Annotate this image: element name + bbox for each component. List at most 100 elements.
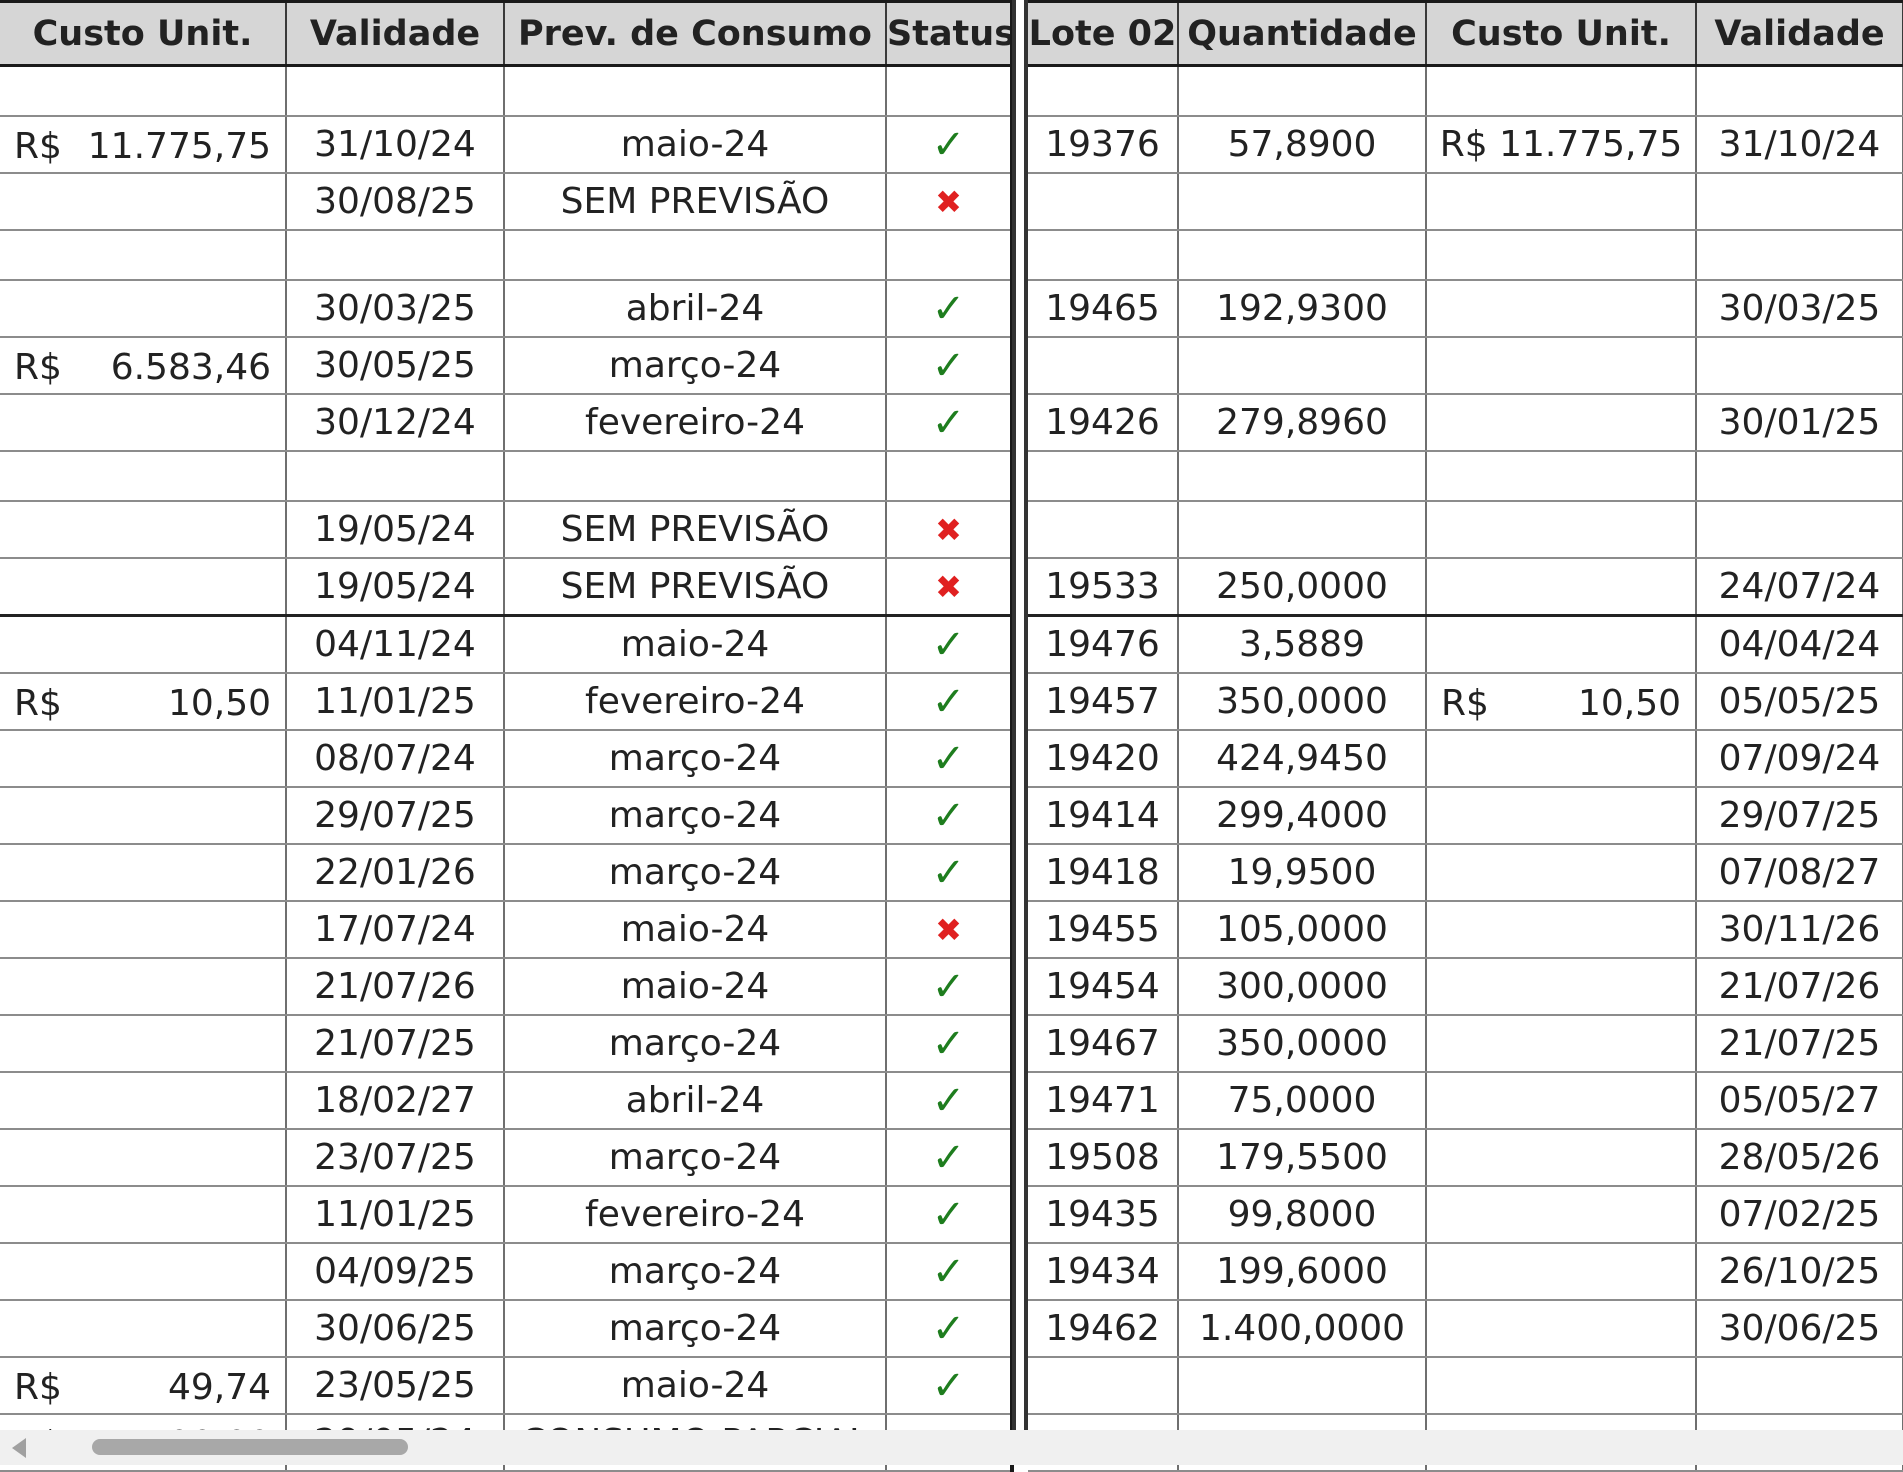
header-status[interactable]: Status (886, 0, 1012, 67)
header-custo-unit-2[interactable]: Custo Unit. (1426, 0, 1697, 67)
cell-status[interactable]: ✓ (886, 787, 1012, 845)
cell-quantidade[interactable] (1178, 501, 1427, 559)
cell-prev-consumo[interactable]: maio-24 (504, 1357, 887, 1415)
cell-validade[interactable] (286, 230, 505, 281)
cell-custo-unit[interactable] (0, 65, 287, 117)
cell-status[interactable]: ✓ (886, 615, 1012, 674)
cell-custo-unit[interactable] (0, 173, 287, 231)
cell-prev-consumo[interactable]: fevereiro-24 (504, 1186, 887, 1244)
cell-quantidade[interactable]: 299,4000 (1178, 787, 1427, 845)
cell-status[interactable]: ✓ (886, 844, 1012, 902)
cell-validade[interactable]: 21/07/26 (1696, 958, 1903, 1016)
cell-validade[interactable]: 29/07/25 (1696, 787, 1903, 845)
cell-custo-unit[interactable] (1426, 615, 1697, 674)
cell-validade[interactable]: 21/07/25 (286, 1015, 505, 1073)
cell-custo-unit[interactable] (1426, 558, 1697, 617)
cell-validade[interactable]: 30/03/25 (286, 280, 505, 338)
cell-validade[interactable]: 30/06/25 (1696, 1300, 1903, 1358)
cell-custo-unit[interactable] (1426, 337, 1697, 395)
cell-validade[interactable]: 04/09/25 (286, 1243, 505, 1301)
cell-quantidade[interactable]: 279,8960 (1178, 394, 1427, 452)
cell-prev-consumo[interactable]: março-24 (504, 1129, 887, 1187)
cell-prev-consumo[interactable]: SEM PREVISÃO (504, 173, 887, 231)
cell-custo-unit[interactable] (0, 451, 287, 502)
header-lote-02[interactable]: Lote 02 (1028, 0, 1179, 67)
cell-quantidade[interactable]: 192,9300 (1178, 280, 1427, 338)
cell-lote[interactable]: 19457 (1028, 673, 1179, 731)
cell-quantidade[interactable]: 179,5500 (1178, 1129, 1427, 1187)
cell-status[interactable]: ✖ (886, 173, 1012, 231)
cell-quantidade[interactable]: 350,0000 (1178, 1015, 1427, 1073)
cell-prev-consumo[interactable]: abril-24 (504, 280, 887, 338)
header-validade[interactable]: Validade (286, 0, 505, 67)
cell-prev-consumo[interactable]: março-24 (504, 730, 887, 788)
cell-status[interactable]: ✓ (886, 1357, 1012, 1415)
cell-status[interactable]: ✓ (886, 337, 1012, 395)
cell-custo-unit[interactable] (0, 1300, 287, 1358)
cell-validade[interactable] (1696, 1357, 1903, 1415)
cell-validade[interactable]: 24/07/24 (1696, 558, 1903, 617)
cell-quantidade[interactable]: 75,0000 (1178, 1072, 1427, 1130)
scrollbar-thumb[interactable] (92, 1439, 408, 1455)
cell-validade[interactable] (1696, 173, 1903, 231)
cell-validade[interactable]: 30/03/25 (1696, 280, 1903, 338)
cell-custo-unit[interactable] (0, 901, 287, 959)
cell-status[interactable]: ✓ (886, 280, 1012, 338)
cell-status[interactable]: ✖ (886, 901, 1012, 959)
cell-custo-unit[interactable] (0, 844, 287, 902)
cell-custo-unit[interactable] (1426, 844, 1697, 902)
cell-validade[interactable]: 19/05/24 (286, 558, 505, 617)
cell-custo-unit[interactable]: R$ 49,74 (0, 1357, 287, 1415)
cell-validade[interactable] (286, 65, 505, 117)
cell-status[interactable]: ✓ (886, 394, 1012, 452)
cell-custo-unit[interactable] (0, 958, 287, 1016)
cell-custo-unit[interactable] (1426, 1015, 1697, 1073)
cell-status[interactable]: ✓ (886, 958, 1012, 1016)
cell-prev-consumo[interactable] (504, 65, 887, 117)
cell-quantidade[interactable]: 57,8900 (1178, 116, 1427, 174)
cell-custo-unit[interactable] (1426, 230, 1697, 281)
cell-validade[interactable]: 11/01/25 (286, 673, 505, 731)
cell-custo-unit[interactable] (1426, 1072, 1697, 1130)
cell-lote[interactable]: 19455 (1028, 901, 1179, 959)
cell-prev-consumo[interactable]: março-24 (504, 787, 887, 845)
cell-custo-unit[interactable] (0, 501, 287, 559)
cell-quantidade[interactable]: 300,0000 (1178, 958, 1427, 1016)
cell-validade[interactable] (1696, 337, 1903, 395)
cell-status[interactable]: ✓ (886, 1300, 1012, 1358)
cell-quantidade[interactable]: 199,6000 (1178, 1243, 1427, 1301)
cell-custo-unit[interactable] (1426, 730, 1697, 788)
cell-prev-consumo[interactable]: março-24 (504, 1015, 887, 1073)
cell-custo-unit[interactable] (1426, 451, 1697, 502)
header-quantidade[interactable]: Quantidade (1178, 0, 1427, 67)
cell-custo-unit[interactable]: R$ 10,50 (1426, 673, 1697, 731)
cell-validade[interactable]: 31/10/24 (1696, 116, 1903, 174)
cell-custo-unit[interactable] (0, 1072, 287, 1130)
cell-custo-unit[interactable] (1426, 394, 1697, 452)
cell-validade[interactable]: 11/01/25 (286, 1186, 505, 1244)
cell-prev-consumo[interactable]: maio-24 (504, 958, 887, 1016)
cell-quantidade[interactable]: 99,8000 (1178, 1186, 1427, 1244)
cell-validade[interactable] (1696, 501, 1903, 559)
cell-validade[interactable]: 05/05/25 (1696, 673, 1903, 731)
cell-custo-unit[interactable]: R$ 10,50 (0, 673, 287, 731)
cell-lote[interactable]: 19418 (1028, 844, 1179, 902)
cell-validade[interactable]: 18/02/27 (286, 1072, 505, 1130)
cell-quantidade[interactable] (1178, 173, 1427, 231)
cell-lote[interactable]: 19471 (1028, 1072, 1179, 1130)
cell-status[interactable]: ✓ (886, 116, 1012, 174)
cell-validade[interactable]: 07/08/27 (1696, 844, 1903, 902)
cell-custo-unit[interactable] (1426, 65, 1697, 117)
cell-prev-consumo[interactable]: SEM PREVISÃO (504, 558, 887, 617)
cell-custo-unit[interactable] (0, 1243, 287, 1301)
cell-prev-consumo[interactable] (504, 230, 887, 281)
cell-quantidade[interactable]: 350,0000 (1178, 673, 1427, 731)
cell-validade[interactable]: 29/07/25 (286, 787, 505, 845)
cell-validade[interactable]: 08/07/24 (286, 730, 505, 788)
cell-custo-unit[interactable] (0, 230, 287, 281)
cell-validade[interactable]: 30/06/25 (286, 1300, 505, 1358)
cell-custo-unit[interactable] (1426, 501, 1697, 559)
cell-status[interactable]: ✓ (886, 1129, 1012, 1187)
cell-lote[interactable]: 19414 (1028, 787, 1179, 845)
cell-lote[interactable]: 19435 (1028, 1186, 1179, 1244)
